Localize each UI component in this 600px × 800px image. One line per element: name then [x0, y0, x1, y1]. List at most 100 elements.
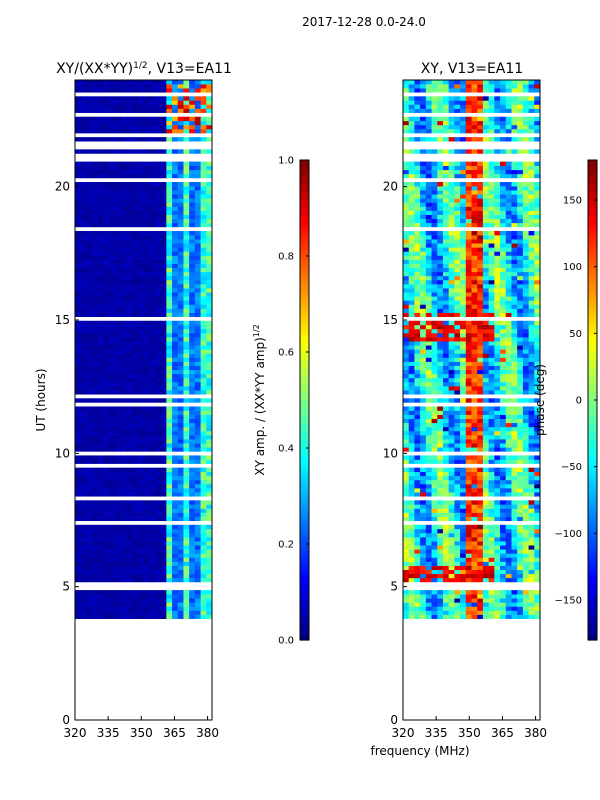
right-heatmap-cell — [505, 320, 512, 326]
right-heatmap-cell — [522, 610, 530, 615]
right-heatmap-cell — [454, 365, 461, 371]
left-heatmap-cell — [97, 202, 105, 207]
left-heatmap-cell — [172, 537, 179, 542]
left-heatmap-cell — [132, 198, 139, 203]
left-heatmap-cell — [75, 484, 82, 489]
left-heatmap-cell — [126, 124, 133, 130]
right-heatmap-cell — [517, 516, 524, 522]
right-heatmap-cell — [522, 590, 530, 595]
left-heatmap-cell — [114, 410, 122, 415]
left-heatmap-cell — [114, 459, 122, 464]
right-heatmap-cell — [505, 512, 512, 517]
left-heatmap-cell — [143, 545, 150, 550]
left-heatmap-cell — [172, 435, 179, 440]
left-heatmap-cell — [206, 320, 212, 326]
right-heatmap-cell — [477, 255, 484, 260]
left-heatmap-cell — [143, 88, 150, 93]
right-heatmap-cell — [500, 577, 507, 583]
right-heatmap-cell — [488, 569, 495, 575]
left-heatmap-cell — [177, 565, 184, 570]
left-heatmap-cell — [80, 369, 87, 375]
right-heatmap-cell — [408, 381, 415, 387]
left-heatmap-cell — [120, 602, 127, 607]
left-heatmap-cell — [154, 557, 162, 562]
left-heatmap-cell — [92, 292, 99, 297]
left-heatmap-cell — [143, 541, 150, 546]
left-heatmap-cell — [132, 565, 139, 570]
right-heatmap-cell — [437, 308, 444, 313]
right-heatmap-cell — [420, 430, 427, 436]
left-heatmap-cell — [132, 263, 139, 269]
left-heatmap-cell — [86, 398, 93, 403]
left-heatmap-cell — [103, 386, 110, 391]
left-heatmap-cell — [109, 124, 116, 130]
left-heatmap-cell — [114, 369, 122, 375]
right-heatmap-cell — [477, 377, 484, 383]
left-heatmap-cell — [109, 398, 116, 403]
left-heatmap-cell — [183, 308, 190, 313]
left-heatmap-cell — [126, 377, 133, 383]
left-heatmap-cell — [75, 275, 82, 281]
right-heatmap-cell — [448, 296, 455, 301]
left-heatmap-cell — [154, 296, 162, 301]
right-heatmap-cell — [488, 455, 495, 460]
left-heatmap-cell — [154, 598, 162, 603]
left-heatmap-cell — [126, 345, 133, 350]
left-heatmap-cell — [109, 390, 116, 395]
left-heatmap-cell — [114, 471, 122, 477]
left-heatmap-cell — [137, 214, 144, 220]
left-heatmap-cell — [183, 577, 190, 583]
left-heatmap-cell — [149, 577, 156, 583]
right-heatmap-cell — [408, 557, 415, 562]
left-heatmap-cell — [114, 435, 122, 440]
left-heatmap-cell — [194, 235, 202, 240]
right-heatmap-cell — [448, 614, 455, 619]
left-heatmap-cell — [103, 169, 110, 175]
left-heatmap-cell — [86, 492, 93, 497]
right-heatmap-cell — [460, 275, 467, 281]
left-heatmap-cell — [137, 426, 144, 432]
right-heatmap-cell — [534, 377, 540, 383]
left-heatmap-cell — [126, 324, 133, 330]
left-heatmap-cell — [132, 475, 139, 481]
left-heatmap-cell — [80, 504, 87, 509]
right-heatmap-cell — [482, 455, 490, 460]
left-heatmap-cell — [97, 296, 105, 301]
right-heatmap-cell — [420, 561, 427, 566]
right-heatmap-cell — [477, 492, 484, 497]
left-heatmap-cell — [200, 602, 207, 607]
left-heatmap-cell — [194, 549, 202, 554]
left-heatmap-cell — [126, 594, 133, 599]
left-heatmap-cell — [189, 614, 196, 619]
left-heatmap-cell — [189, 284, 196, 289]
left-heatmap-cell — [166, 573, 173, 579]
left-heatmap-cell — [143, 475, 150, 481]
left-heatmap-cell — [114, 84, 122, 89]
left-heatmap-cell — [189, 492, 196, 497]
left-heatmap-cell — [189, 537, 196, 542]
left-heatmap-cell — [160, 190, 167, 195]
right-heatmap-cell — [442, 422, 450, 428]
right-heatmap-cell — [517, 492, 524, 497]
right-heatmap-cell — [454, 479, 461, 485]
left-heatmap-cell — [177, 198, 184, 203]
left-heatmap-cell — [109, 271, 116, 277]
left-heatmap-cell — [183, 606, 190, 611]
left-heatmap-cell — [92, 573, 99, 579]
left-heatmap-cell — [172, 488, 179, 493]
right-heatmap-cell — [425, 373, 433, 379]
left-heatmap-cell — [75, 398, 82, 403]
right-heatmap-cell — [465, 443, 472, 448]
left-heatmap-cell — [103, 532, 110, 538]
right-heatmap-cell — [511, 267, 518, 273]
right-heatmap-cell — [488, 279, 495, 285]
right-heatmap-cell — [442, 569, 450, 575]
right-heatmap-cell — [500, 341, 507, 346]
left-heatmap-cell — [126, 267, 133, 273]
right-heatmap-cell — [522, 251, 530, 256]
left-heatmap-cell — [143, 96, 150, 101]
right-heatmap-cell — [414, 361, 421, 366]
left-heatmap-cell — [206, 504, 212, 509]
left-heatmap-cell — [126, 292, 133, 297]
left-heatmap-cell — [172, 190, 179, 195]
